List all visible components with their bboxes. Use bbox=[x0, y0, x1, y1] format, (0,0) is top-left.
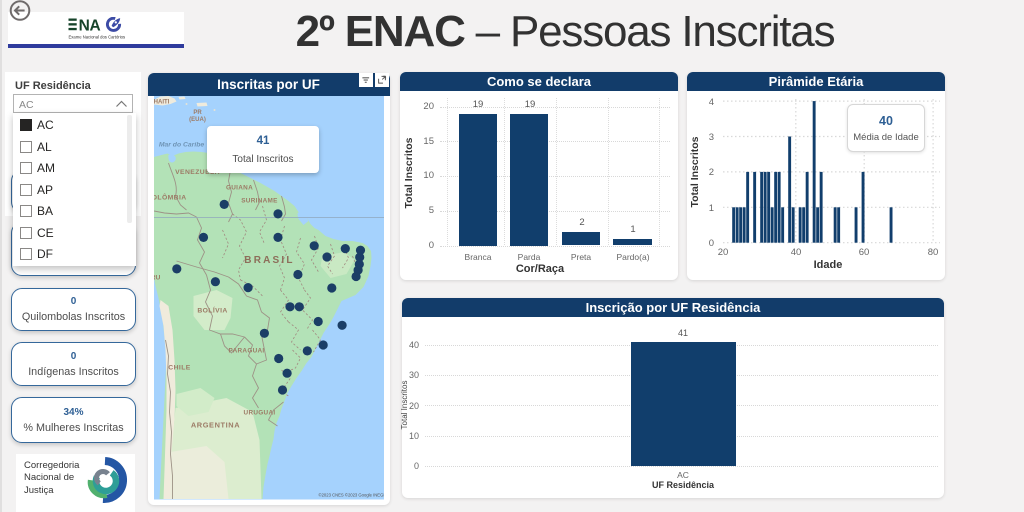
svg-text:COLÔMBIA: COLÔMBIA bbox=[154, 193, 187, 202]
svg-text:PR: PR bbox=[193, 110, 202, 116]
svg-text:GUIANA: GUIANA bbox=[225, 185, 252, 192]
svg-text:©2023 CNES ©2023 Google INEGI: ©2023 CNES ©2023 Google INEGI feedback bbox=[318, 493, 384, 498]
svg-text:SURINAME: SURINAME bbox=[241, 198, 278, 205]
svg-text:BOLÍVIA: BOLÍVIA bbox=[197, 306, 227, 315]
svg-text:NA: NA bbox=[79, 17, 101, 34]
svg-text:HAITI: HAITI bbox=[154, 100, 170, 106]
svg-text:ARGENTINA: ARGENTINA bbox=[190, 421, 239, 430]
svg-text:URUGUAI: URUGUAI bbox=[243, 410, 275, 417]
svg-text:Exame Nacional dos Cartórios: Exame Nacional dos Cartórios bbox=[69, 34, 126, 39]
svg-text:RU: RU bbox=[154, 275, 160, 282]
svg-text:VENEZUELA: VENEZUELA bbox=[175, 169, 220, 176]
svg-text:BRASIL: BRASIL bbox=[244, 255, 294, 266]
svg-text:CHILE: CHILE bbox=[168, 365, 190, 372]
svg-text:PARAGUAI: PARAGUAI bbox=[228, 348, 264, 355]
svg-text:Mar do Caribe: Mar do Caribe bbox=[158, 142, 204, 149]
svg-text:(EUA): (EUA) bbox=[189, 117, 206, 123]
